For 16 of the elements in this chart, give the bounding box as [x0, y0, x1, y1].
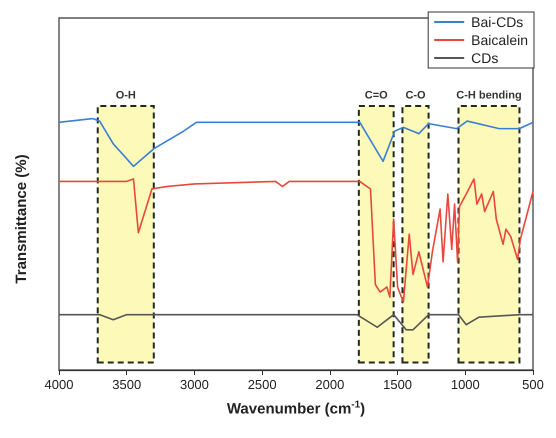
x-tick-label: 4000: [44, 377, 74, 392]
x-tick-label: 500: [522, 377, 544, 392]
legend-label: Baicalein: [471, 32, 528, 48]
legend-label: Bai-CDs: [471, 14, 524, 30]
band-label: C=O: [364, 90, 388, 102]
x-tick-label: 2500: [248, 377, 277, 392]
band-label: O-H: [116, 90, 136, 102]
band-label: C-O: [405, 90, 426, 102]
x-tick-label: 2000: [315, 377, 344, 392]
y-axis-title: Transmittance (%): [13, 154, 30, 284]
x-tick-label: 1500: [383, 377, 412, 392]
band-label: C-H bending: [456, 90, 522, 102]
legend-label: CDs: [471, 50, 498, 66]
x-tick-label: 3500: [112, 377, 142, 392]
x-tick-label: 1000: [450, 377, 480, 392]
x-tick-label: 3000: [180, 377, 209, 392]
